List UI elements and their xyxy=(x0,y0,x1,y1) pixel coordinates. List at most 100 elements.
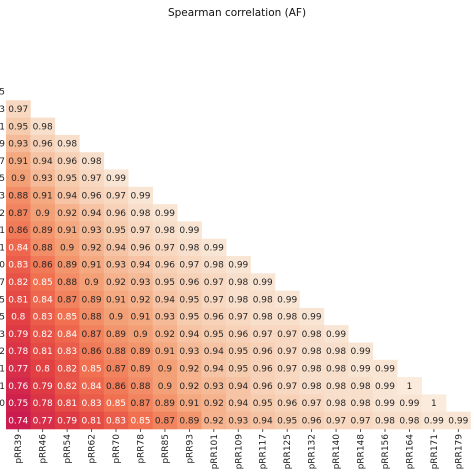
heatmap-cell-value: 0.9 xyxy=(158,364,173,374)
heatmap-cell-value: 0.92 xyxy=(57,209,77,219)
heatmap-cell xyxy=(226,256,251,274)
heatmap-cell-value: 0.82 xyxy=(8,278,28,288)
heatmap-cell-value: 0.99 xyxy=(351,364,371,374)
heatmap-cell-value: 0.74 xyxy=(8,416,28,426)
heatmap-cell xyxy=(54,411,80,430)
heatmap-cell-value: 0.94 xyxy=(106,243,126,253)
heatmap-cell xyxy=(30,134,56,153)
heatmap-cell xyxy=(103,256,129,274)
column-tick-label: pRR117 xyxy=(259,434,269,469)
heatmap-cell-value: 0.95 xyxy=(228,364,248,374)
heatmap-cell xyxy=(226,290,251,309)
heatmap-cell xyxy=(323,394,349,412)
heatmap-cell xyxy=(128,307,153,326)
heatmap-cell xyxy=(152,238,178,257)
heatmap-cell xyxy=(274,411,300,430)
heatmap-cell xyxy=(397,377,422,395)
heatmap-cell xyxy=(177,411,202,430)
heatmap-cell xyxy=(79,256,105,274)
heatmap-cell xyxy=(6,290,31,309)
row-tick-label: 1 xyxy=(0,243,5,253)
heatmap-cell-value: 0.97 xyxy=(8,105,28,115)
heatmap-cell-value: 0.9 xyxy=(11,174,26,184)
heatmap-cell-value: 0.97 xyxy=(228,313,248,323)
row-tick-label: 7 xyxy=(0,157,5,167)
heatmap-cell xyxy=(6,134,31,153)
heatmap-cell xyxy=(177,377,202,395)
heatmap-cell xyxy=(250,290,276,309)
heatmap-cell-value: 0.86 xyxy=(82,347,102,357)
heatmap-cell-value: 0.87 xyxy=(8,209,28,219)
heatmap-cell xyxy=(274,290,300,309)
heatmap-cell-value: 0.91 xyxy=(155,347,175,357)
row-tick-label: 0 xyxy=(0,399,5,409)
heatmap-cell xyxy=(323,342,349,361)
heatmap-cell-value: 0.91 xyxy=(106,295,126,305)
heatmap-cell-value: 0.96 xyxy=(277,399,297,409)
heatmap-cell-value: 0.99 xyxy=(277,295,297,305)
heatmap-cell xyxy=(103,342,129,361)
heatmap-cell xyxy=(6,377,31,395)
heatmap-cell xyxy=(397,411,422,430)
heatmap-cell-value: 0.95 xyxy=(228,347,248,357)
heatmap-cell xyxy=(348,359,374,378)
heatmap-cell xyxy=(6,307,31,326)
heatmap-cell-value: 0.97 xyxy=(253,330,273,340)
heatmap-cell-value: 0.79 xyxy=(57,416,77,426)
heatmap-cell xyxy=(177,290,202,309)
heatmap-cell-value: 0.98 xyxy=(57,140,77,150)
heatmap-cell xyxy=(446,411,471,430)
heatmap-cell xyxy=(348,377,374,395)
heatmap-cell-value: 0.99 xyxy=(253,278,273,288)
heatmap-cell xyxy=(30,256,56,274)
heatmap-cell-value: 0.98 xyxy=(253,313,273,323)
heatmap-cell-value: 0.91 xyxy=(8,157,28,167)
column-tick-label: pRR39 xyxy=(14,434,24,464)
heatmap-cell xyxy=(79,169,105,188)
heatmap-cell xyxy=(79,204,105,222)
heatmap-cell-value: 0.98 xyxy=(302,382,322,392)
heatmap-cell-value: 0.88 xyxy=(8,191,28,201)
heatmap-cell xyxy=(128,411,153,430)
heatmap-cell xyxy=(128,377,153,395)
heatmap-cell xyxy=(250,273,276,291)
heatmap-cell-value: 0.98 xyxy=(399,416,419,426)
heatmap-cell xyxy=(54,290,80,309)
heatmap-cell-value: 0.93 xyxy=(204,382,224,392)
heatmap-cell-value: 1 xyxy=(407,382,413,392)
heatmap-cell-value: 0.9 xyxy=(133,330,148,340)
heatmap-cell xyxy=(6,238,31,257)
heatmap-cell xyxy=(128,186,153,205)
column-tick-labels: pRR39 pRR46 pRR54 pRR62 pRR70 pRR78 pRR85 pRR93… xyxy=(14,429,464,469)
heatmap-cell-value: 0.93 xyxy=(82,226,102,236)
heatmap-cell-value: 0.96 xyxy=(253,364,273,374)
heatmap-cell xyxy=(348,411,374,430)
column-tick-label: pRR164 xyxy=(405,434,415,470)
heatmap-cell xyxy=(177,359,202,378)
heatmap-cell xyxy=(30,273,56,291)
heatmap-cell-value: 0.83 xyxy=(106,416,126,426)
heatmap-cell xyxy=(250,325,276,343)
heatmap-cell xyxy=(6,186,31,205)
heatmap-cell xyxy=(6,117,31,136)
heatmap-cell-value: 0.89 xyxy=(130,364,150,374)
heatmap-cell-value: 0.96 xyxy=(130,243,150,253)
heatmap-cell xyxy=(177,221,202,239)
heatmap-cell xyxy=(79,307,105,326)
row-tick-label: 5 xyxy=(0,88,5,98)
row-tick-labels: 5 3 1 9 7 5 3 2 1 1 0 7 5 5 3 2 1 1 0 xyxy=(0,88,5,409)
row-tick-label: 2 xyxy=(0,209,5,219)
heatmap-cell-value: 0.98 xyxy=(82,157,102,167)
heatmap-cell-value: 0.95 xyxy=(204,330,224,340)
heatmap-cell xyxy=(250,307,276,326)
heatmap-cell xyxy=(103,377,129,395)
heatmap-cell xyxy=(54,307,80,326)
heatmap-cell xyxy=(201,273,227,291)
column-tick-label: pRR125 xyxy=(283,434,293,469)
heatmap-cell-value: 0.76 xyxy=(8,382,28,392)
heatmap-cell-value: 0.83 xyxy=(8,261,28,271)
heatmap-cell xyxy=(152,394,178,412)
heatmap-cell xyxy=(348,342,374,361)
heatmap-cell-value: 0.98 xyxy=(33,122,53,132)
heatmap-cell-value: 0.99 xyxy=(375,399,395,409)
